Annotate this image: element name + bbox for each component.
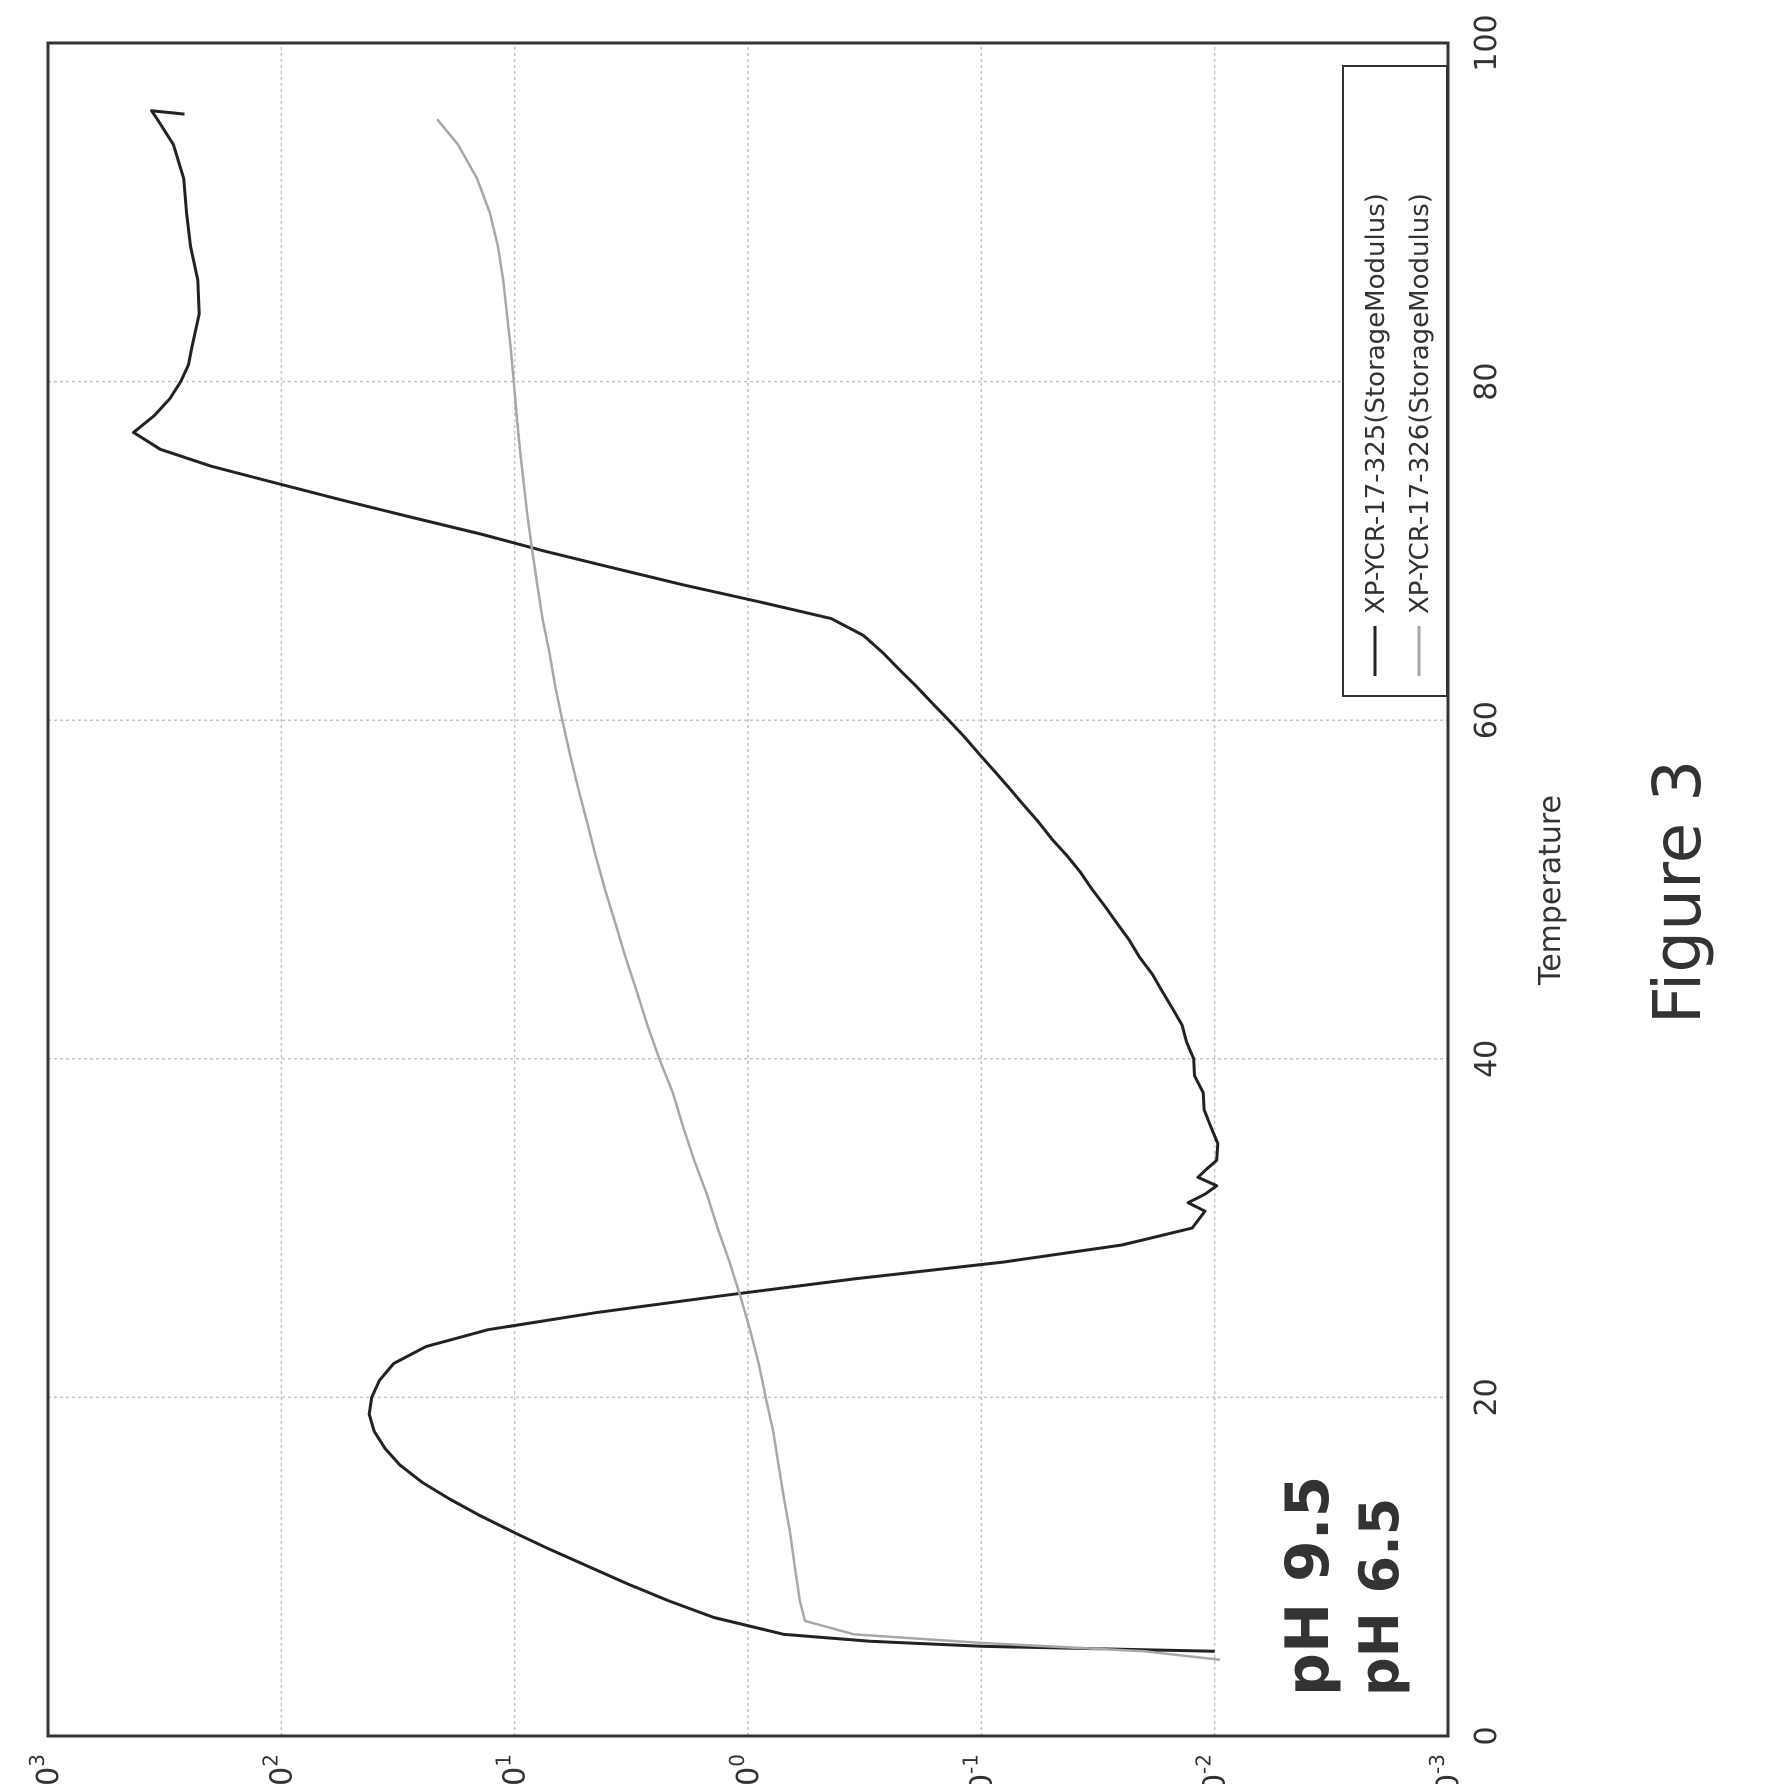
x-tick-label: 20 <box>1469 1378 1504 1416</box>
x-tick-label: 0 <box>1469 1726 1504 1745</box>
legend-label-326: XP-YCR-17-326(StorageModulus) <box>1405 193 1435 614</box>
y-tick-label: 100 <box>725 1754 766 1784</box>
legend: XP-YCR-17-325(StorageModulus) XP-YCR-17-… <box>1342 65 1448 697</box>
legend-box <box>1342 65 1448 697</box>
series-line-0 <box>132 109 1220 1653</box>
y-tick-label: 102 <box>258 1754 299 1784</box>
x-tick-label: 40 <box>1469 1040 1504 1078</box>
y-tick-labels: 10-3 10-2 10-1 100 101 102 103 <box>25 1754 1466 1784</box>
x-axis-label: Temperature <box>1533 795 1568 986</box>
x-tick-label: 60 <box>1469 701 1504 739</box>
ph-annotation-a: pH 6.5 <box>1348 1498 1411 1696</box>
plot-area: 0 20 40 60 80 100 10-3 10-2 10-1 100 101 102 103 Te… <box>25 14 1568 1784</box>
plot-frame <box>46 41 1450 1738</box>
y-tick-label: 10-3 <box>1425 1754 1466 1784</box>
x-tick-label: 80 <box>1469 363 1504 401</box>
x-tick-label: 100 <box>1469 14 1504 71</box>
grid <box>47 42 1449 1737</box>
series-layer <box>132 109 1221 1662</box>
y-tick-label: 103 <box>25 1754 66 1784</box>
y-tick-label: 10-1 <box>958 1754 999 1784</box>
y-tick-label: 101 <box>492 1754 533 1784</box>
ph-annotation-b: pH 9.5 <box>1273 1476 1343 1696</box>
y-tick-label: 10-2 <box>1192 1754 1233 1784</box>
legend-label-325: XP-YCR-17-325(StorageModulus) <box>1361 193 1391 614</box>
x-tick-labels: 0 20 40 60 80 100 <box>1469 14 1504 1745</box>
series-line-1 <box>436 118 1221 1662</box>
figure-caption: Figure 3 <box>1639 760 1716 1024</box>
